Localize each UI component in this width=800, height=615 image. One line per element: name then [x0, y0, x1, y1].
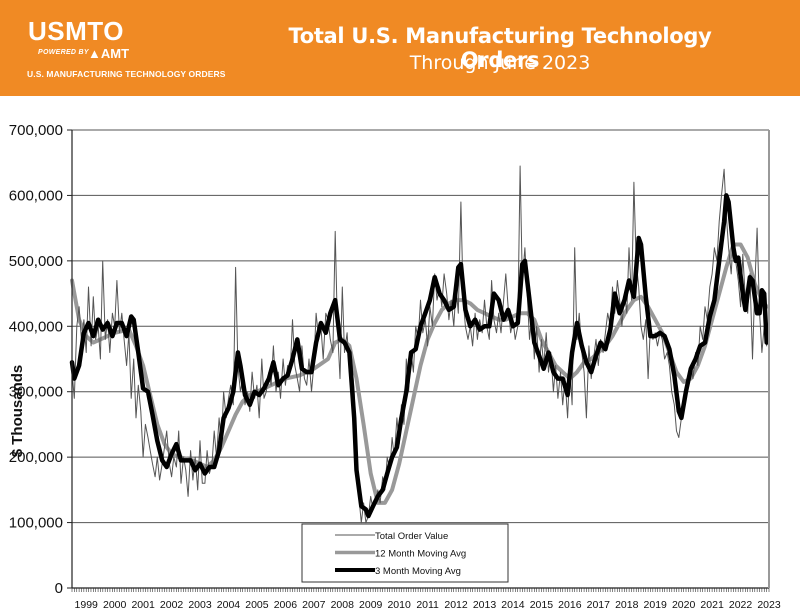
x-tick-label: 2002 [160, 599, 184, 611]
y-axis-ticks: 0 100,000 200,000 300,000 400,000 500,000 600,… [9, 122, 72, 597]
x-tick-label: 2013 [473, 599, 497, 611]
logo-subtitle: U.S. MANUFACTURING TECHNOLOGY ORDERS [27, 69, 226, 79]
y-axis-title: $ Thousands [9, 365, 26, 458]
x-tick-label: 1999 [75, 599, 99, 611]
x-tick-label: 2011 [416, 599, 439, 611]
x-tick-label: 2007 [302, 599, 326, 611]
x-tick-label: 2008 [331, 599, 355, 611]
powered-by-label: POWERED BY [38, 49, 89, 56]
y-tick-label: 100,000 [9, 515, 63, 532]
series-group [69, 165, 769, 524]
x-tick-label: 2012 [444, 599, 468, 611]
x-tick-label: 2018 [615, 599, 639, 611]
header-banner: USMTO POWERED BY ▲AMT U.S. MANUFACTURING… [0, 0, 800, 96]
x-tick-label: 2010 [387, 599, 411, 611]
x-tick-label: 2006 [274, 599, 298, 611]
x-tick-label: 2017 [587, 599, 611, 611]
series-line-3-month-moving-avg [69, 193, 769, 519]
legend: Total Order Value 12 Month Moving Avg 3 Mo… [301, 523, 509, 583]
y-tick-label: 700,000 [9, 122, 63, 139]
x-tick-label: 2019 [644, 599, 668, 611]
x-tick-label: 2014 [501, 599, 525, 611]
legend-label: 3 Month Moving Avg [375, 566, 461, 577]
legend-label: Total Order Value [375, 531, 448, 542]
x-tick-label: 2004 [217, 599, 241, 611]
x-tick-label: 2015 [530, 599, 554, 611]
x-tick-label: 2001 [131, 599, 155, 611]
x-tick-label: 2022 [729, 599, 753, 611]
x-tick-label: 2009 [359, 599, 383, 611]
x-tick-label: 2003 [188, 599, 212, 611]
legend-label: 12 Month Moving Avg [375, 549, 466, 560]
x-tick-label: 2021 [700, 599, 724, 611]
gridlines [72, 129, 769, 524]
y-tick-label: 300,000 [9, 384, 63, 401]
amt-text: AMT [100, 46, 130, 61]
chart-title: Total U.S. Manufacturing Technology Orde… [288, 24, 712, 72]
x-tick-label: 2023 [757, 599, 781, 611]
y-tick-label: 500,000 [9, 253, 63, 270]
y-tick-label: 400,000 [9, 318, 63, 335]
usmto-logo: USMTO [28, 16, 124, 46]
line-chart: 0 100,000 200,000 300,000 400,000 500,000 600,… [9, 122, 781, 611]
x-tick-label: 2000 [103, 599, 127, 611]
y-tick-label: 600,000 [9, 187, 63, 204]
amt-icon: ▲ [88, 46, 101, 61]
x-axis-ticks: 1999 2000 2001 2002 2003 2004 2005 2006 2007 2008… [71, 588, 781, 611]
amt-logo: ▲AMT [88, 46, 129, 61]
x-tick-label: 2005 [245, 599, 269, 611]
series-line-total-order-value [71, 165, 768, 524]
y-tick-label: 0 [55, 580, 63, 597]
x-tick-label: 2020 [672, 599, 696, 611]
y-tick-label: 200,000 [9, 449, 63, 466]
x-tick-label: 2016 [558, 599, 582, 611]
chart-subtitle: Through June 2023 [409, 52, 591, 74]
